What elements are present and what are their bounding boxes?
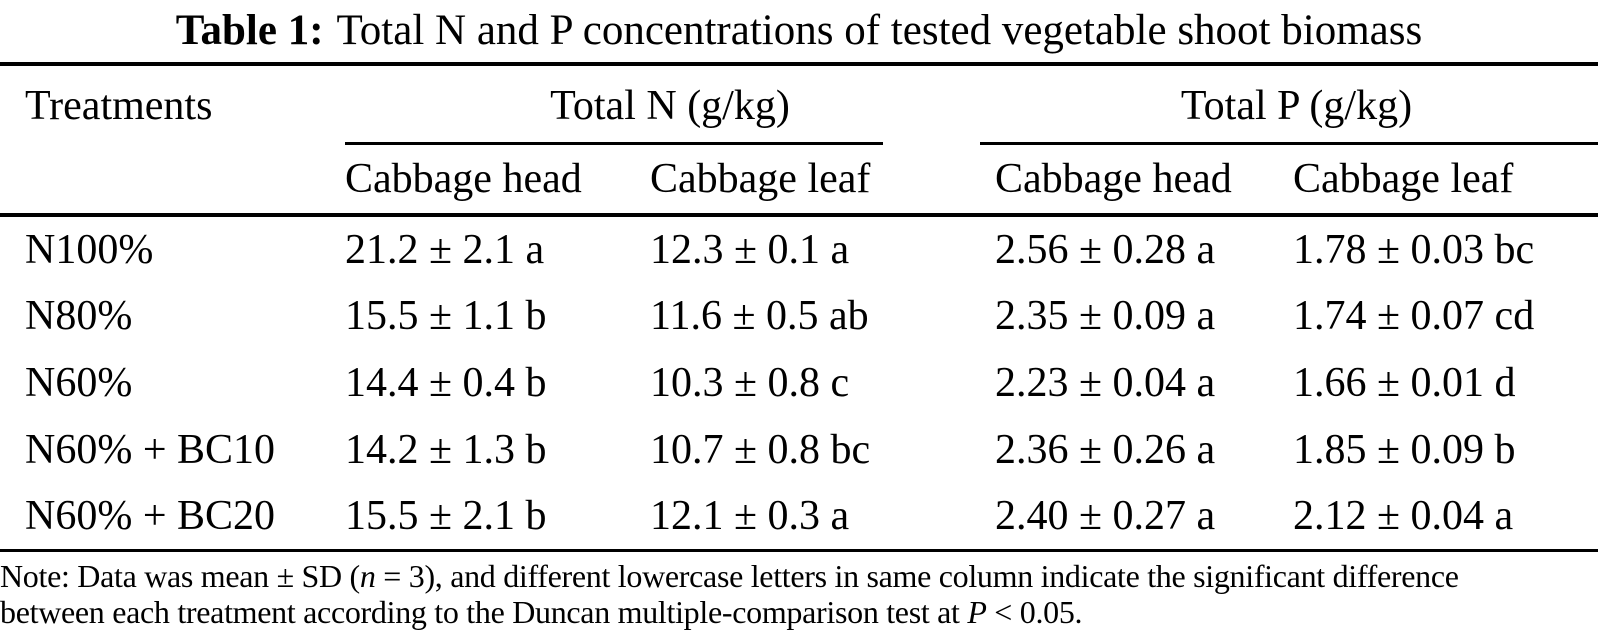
table-title: Table 1: Total N and P concentrations of…: [0, 0, 1598, 62]
value-cell: 2.56 ± 0.28 a: [995, 213, 1293, 282]
value-cell: 14.2 ± 1.3 b: [345, 426, 547, 473]
total-n-group-header: Total N (g/kg): [345, 64, 995, 145]
table-row: N60% + BC20 15.5 ± 2.1 b 12.1 ± 0.3 a 2.…: [0, 483, 1598, 550]
treatment-cell: N60%: [25, 359, 133, 406]
footnote-line1-suffix: = 3), and different lowercase letters in…: [375, 557, 1459, 594]
treatment-cell: N100%: [0, 213, 345, 282]
footnote-n-symbol: n: [359, 557, 376, 594]
value-cell: 1.85 ± 0.09 b: [1293, 426, 1516, 473]
value-cell: 2.23 ± 0.04 a: [995, 359, 1216, 406]
value-cell: 1.66 ± 0.01 d: [1293, 359, 1516, 406]
value-cell: 11.6 ± 0.5 ab: [650, 292, 869, 339]
table-row: N60% 14.4 ± 0.4 b 10.3 ± 0.8 c 2.23 ± 0.…: [0, 349, 1598, 416]
group-header-row: Treatments Total N (g/kg) Total P (g/kg): [0, 64, 1598, 145]
total-p-group-header: Total P (g/kg): [980, 64, 1598, 145]
col-header-p-cabbage-leaf: Cabbage leaf: [1293, 156, 1514, 202]
value-cell: 15.5 ± 2.1 b: [345, 492, 547, 539]
total-n-spanner-rule: [345, 142, 883, 145]
value-cell: 2.36 ± 0.26 a: [995, 426, 1216, 473]
value-cell: 1.78 ± 0.03 bc: [1293, 213, 1598, 282]
total-p-spanner-rule: [980, 142, 1598, 145]
total-n-group-label: Total N (g/kg): [550, 82, 790, 129]
value-cell: 10.3 ± 0.8 c: [650, 359, 850, 406]
table-row: N60% + BC10 14.2 ± 1.3 b 10.7 ± 0.8 bc 2…: [0, 416, 1598, 483]
value-cell: 12.1 ± 0.3 a: [650, 492, 850, 539]
footnote-line1-prefix: Note: Data was mean ± SD (: [0, 557, 360, 594]
total-p-group-label: Total P (g/kg): [1180, 82, 1413, 129]
value-cell: 2.40 ± 0.27 a: [995, 492, 1216, 539]
value-cell: 15.5 ± 1.1 b: [345, 292, 547, 339]
data-table: Treatments Total N (g/kg) Total P (g/kg)…: [0, 62, 1598, 552]
value-cell: 10.7 ± 0.8 bc: [650, 426, 871, 473]
table-footnote: Note: Data was mean ± SD (n = 3), and di…: [0, 558, 1598, 630]
table-title-label: Table 1:: [175, 7, 324, 54]
footnote-p-symbol: P: [967, 593, 987, 630]
table-row: N100% 21.2 ± 2.1 a 12.3 ± 0.1 a 2.56 ± 0…: [0, 213, 1598, 282]
table-row: N80% 15.5 ± 1.1 b 11.6 ± 0.5 ab 2.35 ± 0…: [0, 282, 1598, 349]
value-cell: 2.35 ± 0.09 a: [995, 292, 1216, 339]
col-header-n-cabbage-head: Cabbage head: [345, 156, 582, 202]
treatment-cell: N60% + BC20: [25, 492, 276, 539]
value-cell: 21.2 ± 2.1 a: [345, 213, 650, 282]
col-header-p-cabbage-head: Cabbage head: [995, 156, 1232, 202]
col-header-n-cabbage-leaf: Cabbage leaf: [650, 156, 871, 202]
value-cell: 12.3 ± 0.1 a: [650, 213, 995, 282]
footnote-line2-suffix: < 0.05.: [986, 593, 1083, 630]
table-title-text: Total N and P concentrations of tested v…: [336, 7, 1423, 54]
sub-header-row: Cabbage head Cabbage leaf Cabbage head C…: [0, 145, 1598, 215]
value-cell: 14.4 ± 0.4 b: [345, 359, 547, 406]
value-cell: 2.12 ± 0.04 a: [1293, 492, 1514, 539]
value-cell: 1.74 ± 0.07 cd: [1293, 292, 1535, 339]
treatments-header: Treatments: [25, 83, 213, 129]
footnote-line2-prefix: between each treatment according to the …: [0, 593, 968, 630]
treatment-cell: N60% + BC10: [25, 426, 276, 473]
treatment-cell: N80%: [25, 292, 133, 339]
